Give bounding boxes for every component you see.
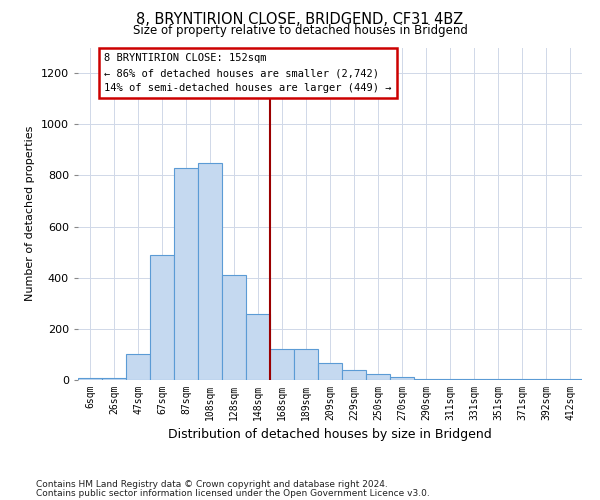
Bar [246,314,270,380]
Bar [390,377,414,380]
Bar [126,354,150,380]
Bar [414,378,438,380]
Y-axis label: Number of detached properties: Number of detached properties [25,126,35,302]
X-axis label: Distribution of detached houses by size in Bridgend: Distribution of detached houses by size … [168,428,492,442]
Text: 8 BRYNTIRION CLOSE: 152sqm
← 86% of detached houses are smaller (2,742)
14% of s: 8 BRYNTIRION CLOSE: 152sqm ← 86% of deta… [104,54,392,93]
Text: Contains HM Land Registry data © Crown copyright and database right 2024.: Contains HM Land Registry data © Crown c… [36,480,388,489]
Bar [342,370,366,380]
Bar [174,168,198,380]
Bar [198,162,222,380]
Bar [294,350,318,380]
Text: Size of property relative to detached houses in Bridgend: Size of property relative to detached ho… [133,24,467,37]
Text: Contains public sector information licensed under the Open Government Licence v3: Contains public sector information licen… [36,488,430,498]
Bar [366,374,390,380]
Text: 8, BRYNTIRION CLOSE, BRIDGEND, CF31 4BZ: 8, BRYNTIRION CLOSE, BRIDGEND, CF31 4BZ [136,12,464,28]
Bar [318,364,342,380]
Bar [102,378,126,380]
Bar [150,254,174,380]
Bar [510,378,534,380]
Bar [222,275,246,380]
Bar [78,378,102,380]
Bar [270,350,294,380]
